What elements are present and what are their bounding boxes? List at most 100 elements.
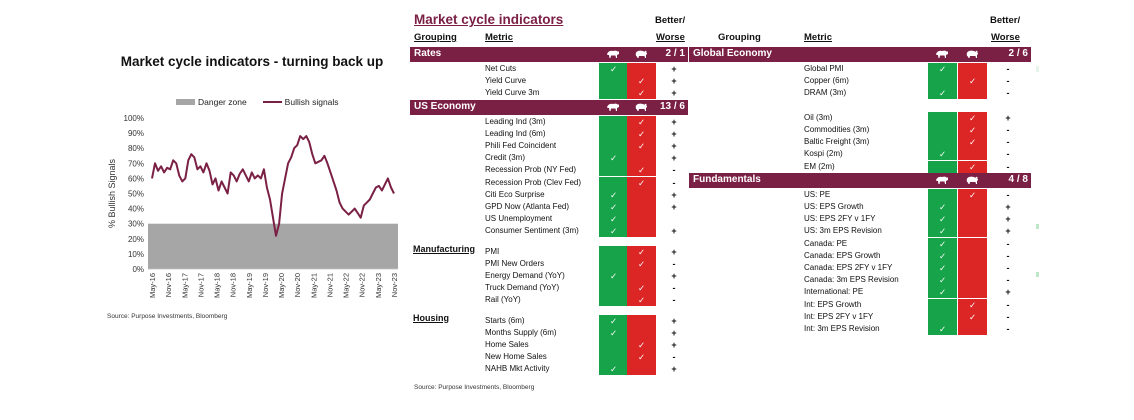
better-worse-mark: - bbox=[1006, 311, 1010, 322]
bull-cell: ✓ bbox=[928, 274, 957, 287]
metric-label: US: EPS Growth bbox=[804, 202, 864, 211]
metric-label: EM (2m) bbox=[804, 161, 835, 171]
x-tick-label: Nov-16 bbox=[164, 273, 173, 297]
group-score-global-economy: 2 / 6 bbox=[1008, 48, 1028, 59]
group-score-us-economy: 13 / 6 bbox=[659, 100, 685, 112]
x-tick-label: May-23 bbox=[374, 273, 383, 298]
metric-label: Baltic Freight (3m) bbox=[804, 137, 870, 147]
better-worse-mark: + bbox=[1005, 112, 1011, 123]
metric-header-right: Metric bbox=[804, 32, 832, 43]
bear-cell: ✓ bbox=[627, 176, 656, 189]
metric-label: Canada: EPS Growth bbox=[804, 250, 881, 260]
better-worse-mark: + bbox=[671, 141, 677, 151]
better-worse-mark: + bbox=[671, 340, 677, 350]
bear-cell bbox=[958, 63, 987, 75]
x-tick-label: Nov-17 bbox=[196, 273, 205, 297]
metric-label: PMI bbox=[485, 246, 500, 256]
y-tick-label: 90% bbox=[128, 129, 144, 138]
bear-cell bbox=[627, 201, 656, 213]
bear-cell bbox=[958, 274, 987, 287]
bull-cell bbox=[928, 310, 957, 323]
better-worse-mark: - bbox=[672, 283, 676, 294]
edge-speck bbox=[1036, 224, 1039, 229]
bear-cell bbox=[958, 323, 987, 335]
bear-icon bbox=[634, 102, 648, 112]
bear-cell: ✓ bbox=[958, 298, 987, 311]
better-worse-mark: - bbox=[1006, 137, 1010, 148]
bull-cell bbox=[599, 176, 628, 189]
metric-label: US: EPS 2FY v 1FY bbox=[804, 214, 876, 224]
table-source: Source: Purpose Investments, Bloomberg bbox=[414, 384, 535, 391]
bear-cell: ✓ bbox=[627, 339, 656, 351]
y-tick-label: 70% bbox=[128, 159, 144, 168]
bear-cell bbox=[627, 152, 656, 165]
better-worse-mark: + bbox=[1005, 287, 1011, 298]
better-worse-mark: + bbox=[1005, 214, 1011, 225]
chart-source: Source: Purpose Investments, Bloomberg bbox=[107, 313, 228, 320]
bear-cell bbox=[627, 225, 656, 238]
metric-label: Canada: EPS 2FY v 1FY bbox=[804, 263, 893, 272]
bear-cell: ✓ bbox=[627, 87, 656, 100]
metric-label: Home Sales bbox=[485, 340, 529, 349]
bear-cell: ✓ bbox=[958, 124, 987, 136]
better-worse-mark: - bbox=[1006, 299, 1010, 310]
metric-label: NAHB Mkt Activity bbox=[485, 364, 550, 374]
bear-icon bbox=[965, 49, 979, 59]
group-bar-fundamentals: Fundamentals 4 / 8 bbox=[689, 172, 1031, 188]
metric-label: US Unemployment bbox=[485, 214, 553, 224]
better-worse-mark: - bbox=[672, 352, 676, 363]
better-worse-mark: + bbox=[671, 202, 677, 212]
bull-cell bbox=[599, 87, 628, 100]
grouping-header-right: Grouping bbox=[718, 32, 761, 43]
legend-swatch-bullish bbox=[262, 101, 282, 103]
better-worse-mark: - bbox=[1006, 275, 1010, 286]
metric-label: Canada: 3m EPS Revision bbox=[804, 275, 899, 285]
metric-label: Leading Ind (3m) bbox=[485, 116, 546, 126]
metric-label: DRAM (3m) bbox=[804, 88, 847, 98]
x-tick-label: Nov-21 bbox=[325, 273, 334, 297]
bear-cell: ✓ bbox=[627, 294, 656, 307]
bear-icon bbox=[634, 49, 648, 59]
bear-cell bbox=[958, 237, 987, 250]
bear-cell bbox=[958, 148, 987, 161]
group-score-fundamentals: 4 / 8 bbox=[1008, 173, 1028, 185]
bull-cell bbox=[599, 115, 628, 128]
better-worse-mark: - bbox=[1006, 149, 1010, 160]
metric-label: Copper (6m) bbox=[804, 76, 849, 86]
better-worse-mark: + bbox=[671, 153, 677, 164]
bull-cell: ✓ bbox=[928, 237, 957, 250]
bull-cell bbox=[599, 351, 628, 364]
bear-icon bbox=[965, 175, 979, 185]
better-worse-mark: + bbox=[671, 76, 677, 87]
metric-label: PMI New Orders bbox=[485, 258, 545, 268]
bear-cell bbox=[958, 249, 987, 262]
bull-cell bbox=[599, 294, 628, 307]
bear-cell: ✓ bbox=[627, 351, 656, 364]
bear-cell bbox=[958, 262, 987, 274]
x-tick-label: May-20 bbox=[277, 273, 286, 298]
bear-cell: ✓ bbox=[627, 257, 656, 270]
x-tick-label: Nov-22 bbox=[358, 273, 367, 297]
better-worse-mark: - bbox=[672, 258, 676, 269]
group-label-us-economy: US Economy bbox=[414, 100, 476, 112]
bull-cell: ✓ bbox=[599, 188, 628, 201]
bear-cell bbox=[627, 188, 656, 201]
better-worse-mark: + bbox=[671, 327, 677, 338]
x-tick-label: Nov-19 bbox=[261, 273, 270, 297]
bear-cell bbox=[958, 286, 987, 299]
bull-cell: ✓ bbox=[599, 213, 628, 226]
bull-cell bbox=[928, 124, 957, 136]
y-tick-label: 60% bbox=[128, 174, 144, 183]
group-bar-global-economy: Global Economy 2 / 6 bbox=[689, 47, 1031, 62]
bear-cell: ✓ bbox=[958, 310, 987, 323]
metric-label: New Home Sales bbox=[485, 352, 547, 362]
better-worse-mark: - bbox=[1006, 161, 1010, 172]
table-title: Market cycle indicators bbox=[414, 12, 564, 27]
bear-cell bbox=[958, 87, 987, 100]
x-tick-label: May-19 bbox=[245, 273, 254, 298]
better-worse-mark: + bbox=[1005, 226, 1011, 237]
y-tick-label: 0% bbox=[132, 265, 144, 274]
bear-cell: ✓ bbox=[627, 127, 656, 140]
better-worse-mark: + bbox=[671, 364, 677, 375]
legend-label-danger: Danger zone bbox=[198, 97, 247, 107]
